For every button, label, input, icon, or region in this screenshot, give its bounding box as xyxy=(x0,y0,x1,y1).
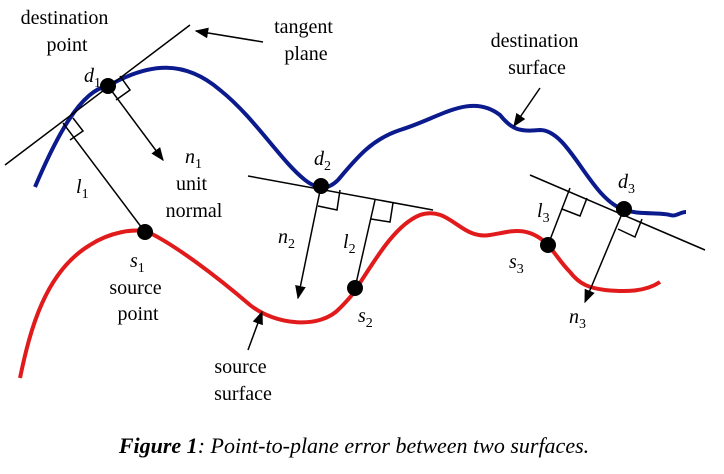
label-n3: n3 xyxy=(569,306,586,332)
label-d3: d3 xyxy=(618,171,635,197)
tangent-plane-label: tangent plane xyxy=(274,16,338,65)
distance-line-l1 xyxy=(62,122,146,233)
tangent-plane-callout-arrow xyxy=(194,27,264,43)
label-n1: n1 xyxy=(185,146,202,172)
distance-line-l2 xyxy=(354,199,376,289)
label-n2: n2 xyxy=(278,226,295,252)
tangent-plane-line-1 xyxy=(4,24,191,166)
normal-arrow-n3 xyxy=(584,208,625,304)
destination-surface-label: destination surface xyxy=(491,30,584,79)
normal-arrow-n1 xyxy=(107,85,164,162)
destination-surface-callout-arrow xyxy=(513,87,541,128)
source-surface-label: source surface xyxy=(214,356,272,405)
source-point-s2 xyxy=(347,280,363,296)
label-s3: s3 xyxy=(509,251,524,277)
source-point-s3 xyxy=(540,237,556,253)
destination-point-d2 xyxy=(313,178,329,194)
destination-point-d1 xyxy=(100,78,116,94)
right-angle-marker xyxy=(617,218,643,239)
tangent-plane-line-2 xyxy=(247,175,434,211)
figure-caption: Figure 1: Point-to-plane error between t… xyxy=(118,433,589,458)
right-angle-marker xyxy=(69,117,85,141)
right-angle-marker xyxy=(115,75,132,101)
normal-arrow-n2 xyxy=(295,185,322,300)
label-d2: d2 xyxy=(314,148,331,174)
destination-point-label: destination point xyxy=(21,7,114,56)
distance-line-l3 xyxy=(547,187,571,246)
source-point-label: source point xyxy=(109,277,166,325)
right-angle-marker xyxy=(317,189,341,211)
label-l3: l3 xyxy=(537,200,550,226)
label-l1: l1 xyxy=(76,176,89,202)
label-s1: s1 xyxy=(130,250,145,276)
destination-point-d3 xyxy=(616,201,632,217)
right-angle-marker xyxy=(370,202,394,223)
label-d1: d1 xyxy=(84,65,101,91)
source-surface-callout-arrow xyxy=(247,310,263,351)
label-s2: s2 xyxy=(358,305,373,331)
right-angle-marker xyxy=(561,197,588,217)
label-l2: l2 xyxy=(343,231,356,257)
unit-normal-label: unit normal xyxy=(166,173,223,222)
destination-surface-curve xyxy=(33,65,687,218)
source-point-s1 xyxy=(137,224,153,240)
